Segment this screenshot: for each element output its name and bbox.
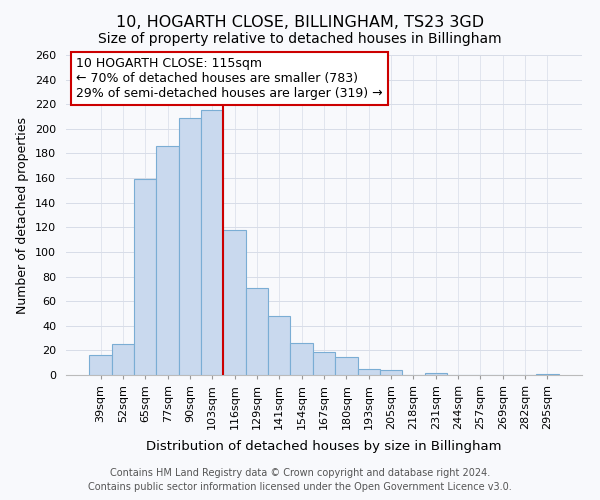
Text: 10 HOGARTH CLOSE: 115sqm
← 70% of detached houses are smaller (783)
29% of semi-: 10 HOGARTH CLOSE: 115sqm ← 70% of detach… <box>76 56 383 100</box>
Bar <box>290 343 313 375</box>
Bar <box>246 288 268 375</box>
Bar <box>112 344 134 375</box>
Bar <box>268 316 290 375</box>
X-axis label: Distribution of detached houses by size in Billingham: Distribution of detached houses by size … <box>146 440 502 454</box>
Bar <box>425 372 447 375</box>
Text: Contains HM Land Registry data © Crown copyright and database right 2024.
Contai: Contains HM Land Registry data © Crown c… <box>88 468 512 492</box>
Bar <box>179 118 201 375</box>
Bar <box>358 369 380 375</box>
Bar <box>335 356 358 375</box>
Bar <box>536 374 559 375</box>
Bar <box>223 230 246 375</box>
Bar <box>134 180 157 375</box>
Text: 10, HOGARTH CLOSE, BILLINGHAM, TS23 3GD: 10, HOGARTH CLOSE, BILLINGHAM, TS23 3GD <box>116 15 484 30</box>
Bar <box>157 146 179 375</box>
Bar <box>380 370 402 375</box>
Bar <box>313 352 335 375</box>
Bar <box>89 356 112 375</box>
Bar <box>201 110 223 375</box>
Y-axis label: Number of detached properties: Number of detached properties <box>16 116 29 314</box>
Text: Size of property relative to detached houses in Billingham: Size of property relative to detached ho… <box>98 32 502 46</box>
